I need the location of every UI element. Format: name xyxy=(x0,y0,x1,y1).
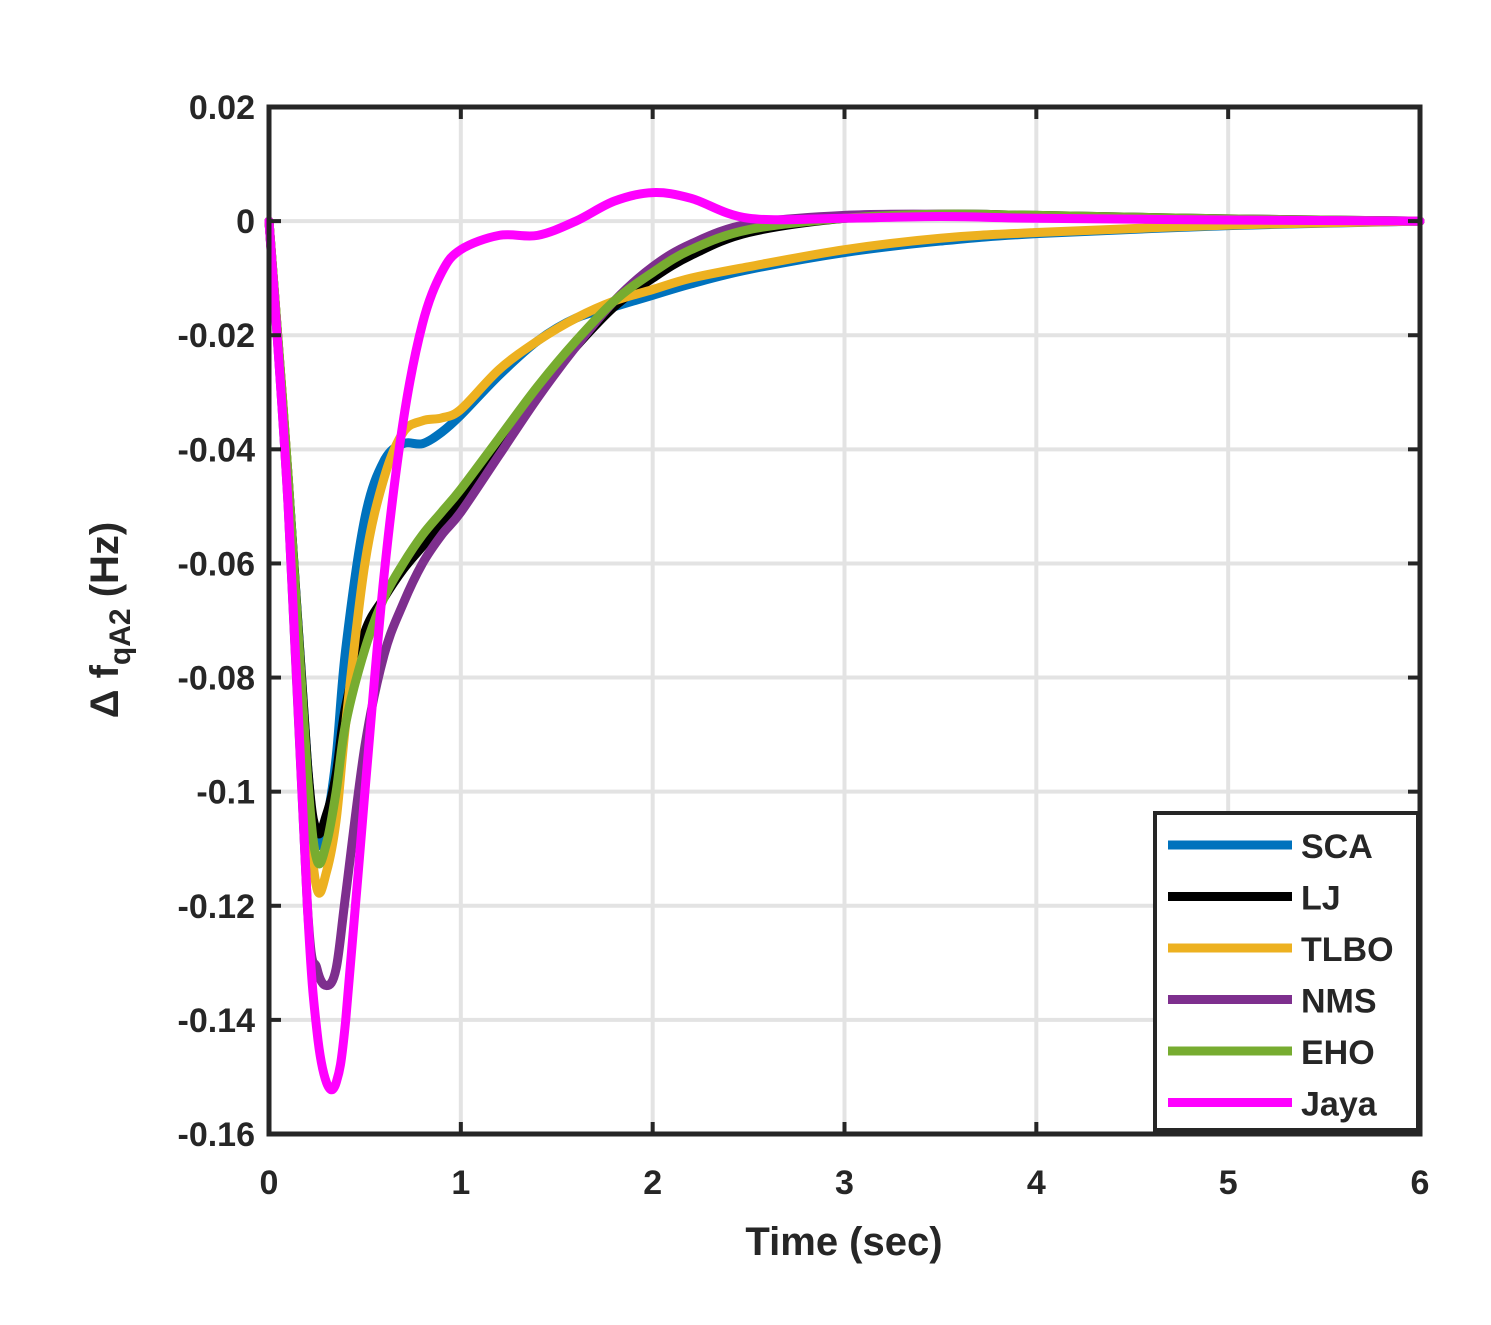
y-tick-label: -0.02 xyxy=(178,317,256,355)
y-tick-label: -0.04 xyxy=(178,431,256,469)
legend-label-jaya: Jaya xyxy=(1301,1086,1378,1124)
y-tick-label: -0.16 xyxy=(178,1116,256,1154)
y-tick-label: 0 xyxy=(236,203,255,241)
y-axis-label-main: Δ f xyxy=(83,664,127,718)
y-tick-label: -0.14 xyxy=(178,1002,256,1040)
x-tick-label: 5 xyxy=(1219,1164,1238,1202)
y-tick-label: -0.12 xyxy=(178,888,256,926)
x-tick-label: 1 xyxy=(451,1164,470,1202)
series-line-jaya xyxy=(264,188,1425,1095)
legend-label-tlbo: TLBO xyxy=(1301,931,1394,969)
ticks: 0 1 2 3 4 5 6 0.02 0 -0.02 -0.04 -0.06 -0.08 -0.1 -0.1… xyxy=(178,89,1430,1202)
legend: SCA LJ TLBO NMS EHO Jaya xyxy=(1153,811,1420,1132)
legend-label-sca: SCA xyxy=(1301,828,1373,866)
x-axis-label: Time (sec) xyxy=(745,1220,942,1264)
series-lines xyxy=(264,188,1425,1095)
y-tick-label: -0.1 xyxy=(196,774,255,812)
series-line-tlbo xyxy=(264,216,1425,898)
y-axis-label-sub: qA2 xyxy=(104,608,137,665)
y-axis-label: Δ fqA2 (Hz) xyxy=(83,522,137,719)
legend-label-nms: NMS xyxy=(1301,983,1377,1021)
x-tick-label: 4 xyxy=(1027,1164,1046,1202)
legend-box xyxy=(1153,811,1420,1132)
x-tick-label: 2 xyxy=(643,1164,662,1202)
y-axis-label-unit: (Hz) xyxy=(83,522,127,609)
y-tick-label: -0.06 xyxy=(178,545,256,583)
x-tick-label: 6 xyxy=(1411,1164,1430,1202)
legend-label-lj: LJ xyxy=(1301,880,1341,918)
y-tick-label: 0.02 xyxy=(189,89,255,127)
y-tick-label: -0.08 xyxy=(178,660,256,698)
x-tick-label: 0 xyxy=(260,1164,279,1202)
legend-label-eho: EHO xyxy=(1301,1034,1375,1072)
x-tick-label: 3 xyxy=(835,1164,854,1202)
